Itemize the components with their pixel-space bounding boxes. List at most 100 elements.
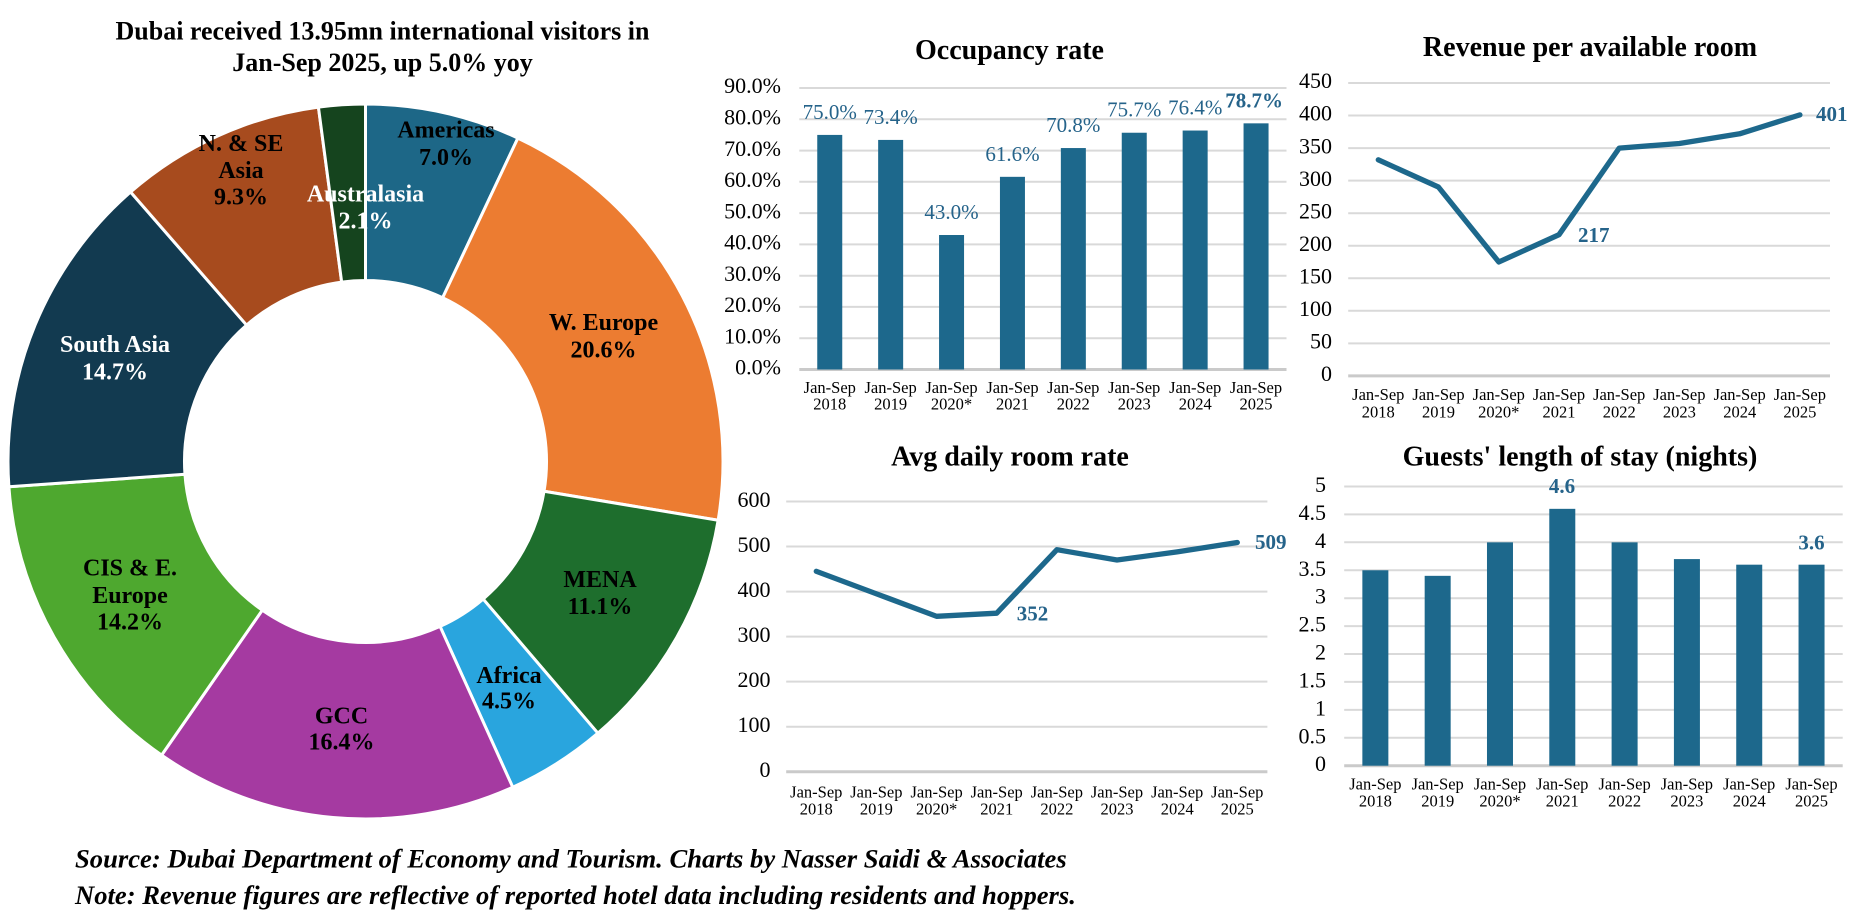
svg-text:400: 400 [738, 577, 771, 602]
svg-text:Jan-Sep: Jan-Sep [1714, 385, 1766, 404]
svg-text:Jan-Sep: Jan-Sep [925, 378, 977, 397]
svg-text:60.0%: 60.0% [724, 167, 781, 192]
svg-text:100: 100 [1299, 296, 1332, 321]
svg-text:70.8%: 70.8% [1046, 113, 1100, 137]
svg-text:N. & SE: N. & SE [199, 131, 284, 157]
svg-text:2: 2 [1315, 640, 1326, 665]
svg-text:Occupancy rate: Occupancy rate [915, 35, 1104, 66]
svg-text:400: 400 [1299, 101, 1332, 126]
svg-text:4.5%: 4.5% [482, 689, 536, 715]
svg-text:Jan-Sep: Jan-Sep [1723, 774, 1775, 793]
svg-text:2020*: 2020* [1478, 402, 1519, 421]
svg-text:Jan-Sep: Jan-Sep [804, 378, 856, 397]
svg-text:450: 450 [1299, 68, 1332, 93]
svg-text:Jan-Sep: Jan-Sep [1785, 774, 1837, 793]
svg-text:Dubai received 13.95mn interna: Dubai received 13.95mn international vis… [116, 17, 651, 46]
svg-text:2019: 2019 [1421, 792, 1454, 811]
svg-text:Jan-Sep: Jan-Sep [1593, 385, 1645, 404]
svg-text:78.7%: 78.7% [1225, 88, 1283, 112]
svg-text:Jan-Sep: Jan-Sep [790, 782, 842, 801]
svg-text:73.4%: 73.4% [863, 105, 917, 129]
svg-text:11.1%: 11.1% [568, 594, 633, 620]
svg-text:2020*: 2020* [916, 799, 957, 818]
svg-text:W. Europe: W. Europe [549, 310, 659, 336]
svg-text:2018: 2018 [1362, 402, 1395, 421]
svg-text:4.5: 4.5 [1299, 500, 1327, 525]
svg-text:CIS & E.: CIS & E. [83, 556, 177, 582]
svg-text:1.5: 1.5 [1299, 667, 1327, 692]
svg-text:3.6: 3.6 [1798, 531, 1824, 555]
svg-text:0: 0 [1315, 751, 1326, 776]
svg-text:600: 600 [738, 487, 771, 512]
svg-text:2024: 2024 [1161, 799, 1194, 818]
svg-text:2.1%: 2.1% [339, 208, 393, 234]
svg-text:Jan-Sep: Jan-Sep [1031, 782, 1083, 801]
svg-text:Source: Dubai Department of Ec: Source: Dubai Department of Economy and … [75, 844, 1067, 874]
svg-text:300: 300 [738, 622, 771, 647]
svg-text:0: 0 [760, 757, 771, 782]
svg-text:2021: 2021 [996, 395, 1029, 414]
svg-text:2023: 2023 [1118, 395, 1151, 414]
svg-text:2022: 2022 [1040, 799, 1073, 818]
svg-text:South Asia: South Asia [60, 332, 170, 358]
svg-text:Jan-Sep: Jan-Sep [1151, 782, 1203, 801]
svg-text:2018: 2018 [800, 799, 833, 818]
svg-text:Europe: Europe [92, 583, 168, 609]
svg-text:200: 200 [738, 667, 771, 692]
svg-text:Jan-Sep: Jan-Sep [971, 782, 1023, 801]
svg-text:217: 217 [1578, 223, 1610, 247]
svg-text:Jan-Sep: Jan-Sep [864, 378, 916, 397]
svg-text:2025: 2025 [1221, 799, 1254, 818]
svg-text:150: 150 [1299, 264, 1332, 289]
svg-text:7.0%: 7.0% [419, 145, 473, 171]
svg-text:2022: 2022 [1603, 402, 1636, 421]
svg-text:Jan-Sep 2025, up 5.0% yoy: Jan-Sep 2025, up 5.0% yoy [232, 48, 533, 77]
svg-text:Jan-Sep: Jan-Sep [1091, 782, 1143, 801]
svg-text:Note: Revenue figures are refl: Note: Revenue figures are reflective of … [74, 880, 1076, 910]
svg-text:Asia: Asia [218, 158, 263, 184]
svg-text:61.6%: 61.6% [985, 142, 1039, 166]
svg-text:4.6: 4.6 [1549, 474, 1575, 498]
svg-text:20.6%: 20.6% [571, 338, 637, 364]
svg-text:2024: 2024 [1723, 402, 1756, 421]
svg-text:20.0%: 20.0% [724, 292, 781, 317]
svg-text:Avg daily room rate: Avg daily room rate [891, 442, 1129, 473]
svg-text:100: 100 [738, 712, 771, 737]
svg-text:0.0%: 0.0% [735, 355, 781, 380]
svg-text:Revenue per available room: Revenue per available room [1423, 32, 1757, 63]
svg-text:14.2%: 14.2% [97, 610, 163, 636]
svg-text:0.5: 0.5 [1299, 723, 1327, 748]
svg-text:Jan-Sep: Jan-Sep [1230, 378, 1282, 397]
svg-text:2018: 2018 [813, 395, 846, 414]
svg-text:2022: 2022 [1608, 792, 1641, 811]
svg-text:40.0%: 40.0% [724, 230, 781, 255]
svg-text:50: 50 [1310, 329, 1332, 354]
svg-text:500: 500 [738, 532, 771, 557]
svg-text:9.3%: 9.3% [214, 184, 268, 210]
svg-text:Jan-Sep: Jan-Sep [1598, 774, 1650, 793]
svg-text:Jan-Sep: Jan-Sep [1211, 782, 1263, 801]
svg-text:2021: 2021 [980, 799, 1013, 818]
svg-text:Jan-Sep: Jan-Sep [1349, 774, 1401, 793]
svg-text:2023: 2023 [1101, 799, 1134, 818]
svg-text:Jan-Sep: Jan-Sep [1533, 385, 1585, 404]
svg-text:2024: 2024 [1179, 395, 1212, 414]
svg-text:GCC: GCC [315, 704, 368, 730]
svg-text:509: 509 [1255, 530, 1287, 554]
svg-text:MENA: MENA [563, 567, 637, 593]
svg-text:2021: 2021 [1546, 792, 1579, 811]
svg-text:70.0%: 70.0% [724, 136, 781, 161]
svg-text:14.7%: 14.7% [82, 360, 148, 386]
svg-text:10.0%: 10.0% [724, 323, 781, 348]
svg-text:Jan-Sep: Jan-Sep [1536, 774, 1588, 793]
svg-text:352: 352 [1017, 602, 1049, 626]
svg-text:Jan-Sep: Jan-Sep [850, 782, 902, 801]
svg-text:0: 0 [1321, 361, 1332, 386]
svg-text:300: 300 [1299, 166, 1332, 191]
svg-text:Jan-Sep: Jan-Sep [1474, 774, 1526, 793]
svg-text:5: 5 [1315, 472, 1326, 497]
svg-text:250: 250 [1299, 198, 1332, 223]
svg-text:2024: 2024 [1733, 792, 1766, 811]
svg-text:3: 3 [1315, 584, 1326, 609]
svg-text:2023: 2023 [1663, 402, 1696, 421]
